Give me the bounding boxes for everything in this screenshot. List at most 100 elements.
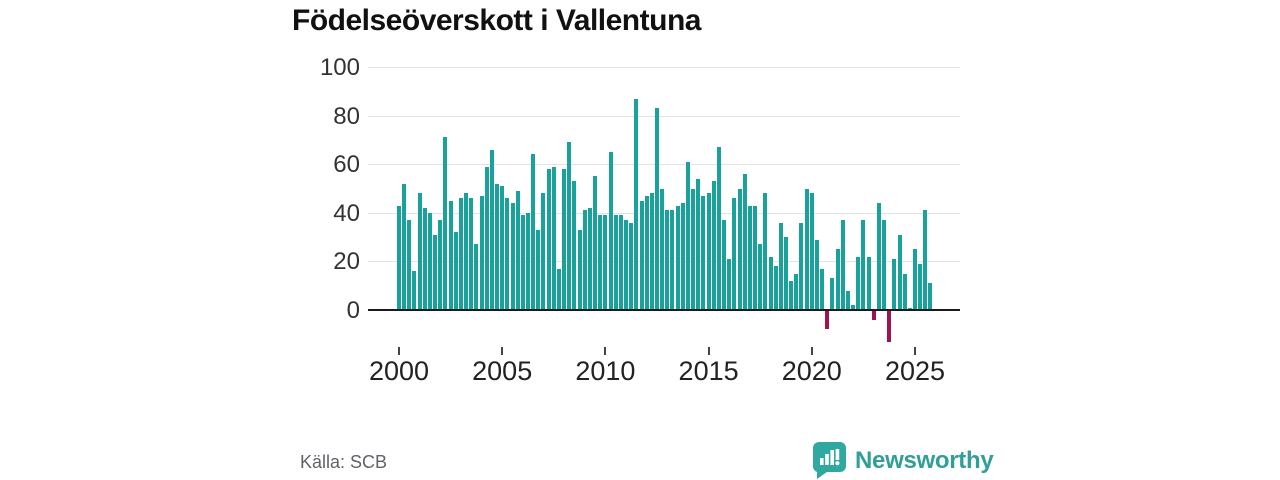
bar xyxy=(814,239,819,310)
bar xyxy=(608,152,613,310)
x-axis-line xyxy=(368,309,960,311)
bar xyxy=(587,207,592,310)
bar xyxy=(675,205,680,310)
bar xyxy=(397,205,401,310)
newsworthy-logo[interactable]: Newsworthy xyxy=(812,442,994,479)
bar xyxy=(618,215,623,310)
bar xyxy=(510,203,515,310)
bar xyxy=(711,181,716,310)
x-axis-tick xyxy=(501,347,504,355)
bar xyxy=(716,147,721,310)
x-axis-tick-label: 2005 xyxy=(472,356,533,386)
bar xyxy=(840,220,845,310)
bar xyxy=(448,200,453,310)
x-axis-tick xyxy=(914,347,916,355)
x-axis-tick-label: 2015 xyxy=(678,356,739,386)
bar xyxy=(541,193,546,310)
bar xyxy=(907,307,912,310)
bar xyxy=(577,229,582,310)
bar xyxy=(603,215,608,310)
x-axis-tick xyxy=(707,347,710,355)
x-axis-tick-label: 2010 xyxy=(575,356,636,386)
bar xyxy=(567,142,572,310)
bar xyxy=(598,215,603,310)
bar xyxy=(546,169,551,310)
bar xyxy=(629,222,634,310)
y-axis-tick-label: 40 xyxy=(333,199,360,227)
bar xyxy=(866,256,871,310)
x-axis-tick xyxy=(398,347,400,355)
bar xyxy=(913,249,917,310)
bar xyxy=(851,305,856,310)
bar xyxy=(433,234,438,310)
bar xyxy=(655,108,659,310)
x-axis-tick-label: 2020 xyxy=(781,356,842,386)
bar xyxy=(871,310,876,320)
bar xyxy=(412,271,417,310)
y-axis-tick-label: 80 xyxy=(333,102,360,130)
bar xyxy=(422,207,427,310)
bar xyxy=(520,215,525,310)
x-axis-tick-label: 2000 xyxy=(368,356,430,386)
bar xyxy=(484,166,489,310)
y-axis-tick-label: 60 xyxy=(333,151,360,179)
bar xyxy=(453,232,458,310)
bar xyxy=(835,249,840,310)
newsworthy-wordmark: Newsworthy xyxy=(855,446,994,474)
newsworthy-bubble-chart-icon xyxy=(812,442,846,479)
bar xyxy=(572,181,577,310)
bar xyxy=(789,280,794,310)
bar xyxy=(613,215,618,310)
bar xyxy=(505,198,510,310)
bar xyxy=(804,188,809,310)
y-gridline xyxy=(368,164,960,166)
bar xyxy=(897,234,902,310)
bar xyxy=(845,290,850,310)
y-axis-tick-label: 20 xyxy=(333,248,360,276)
bar xyxy=(737,188,742,310)
bar xyxy=(670,210,675,310)
bar xyxy=(701,195,706,310)
bar xyxy=(582,210,587,310)
bar xyxy=(562,169,567,310)
bar xyxy=(876,203,881,310)
bar xyxy=(624,220,629,310)
x-axis-tick xyxy=(604,347,607,355)
bar xyxy=(778,222,783,310)
bar xyxy=(861,220,866,310)
bar xyxy=(495,183,500,310)
bar xyxy=(732,198,737,310)
bar xyxy=(515,190,520,310)
bar xyxy=(489,149,494,310)
bar xyxy=(902,273,907,310)
y-axis-tick-label: 100 xyxy=(319,54,360,81)
bar xyxy=(469,198,474,310)
bar xyxy=(680,203,685,310)
bar xyxy=(753,205,758,310)
bar xyxy=(928,283,933,310)
bar xyxy=(696,178,701,310)
bar xyxy=(407,220,412,310)
bar xyxy=(644,195,649,310)
bar xyxy=(799,222,804,310)
bar xyxy=(747,205,752,310)
bar xyxy=(649,193,654,310)
bar xyxy=(479,195,484,310)
bar xyxy=(794,273,799,310)
bar xyxy=(593,176,598,310)
bar xyxy=(443,137,448,310)
bar xyxy=(691,188,696,310)
bar xyxy=(500,186,505,310)
bar xyxy=(923,210,928,310)
bar xyxy=(856,256,861,310)
bar xyxy=(820,268,825,310)
bar xyxy=(892,258,897,310)
y-gridline xyxy=(368,67,960,68)
bar xyxy=(660,188,665,310)
bar xyxy=(722,220,727,310)
bar xyxy=(474,244,479,310)
chart-title: Födelseöverskott i Vallentuna xyxy=(292,4,701,37)
bar xyxy=(918,263,923,310)
bar xyxy=(784,237,788,310)
bar xyxy=(417,193,422,310)
